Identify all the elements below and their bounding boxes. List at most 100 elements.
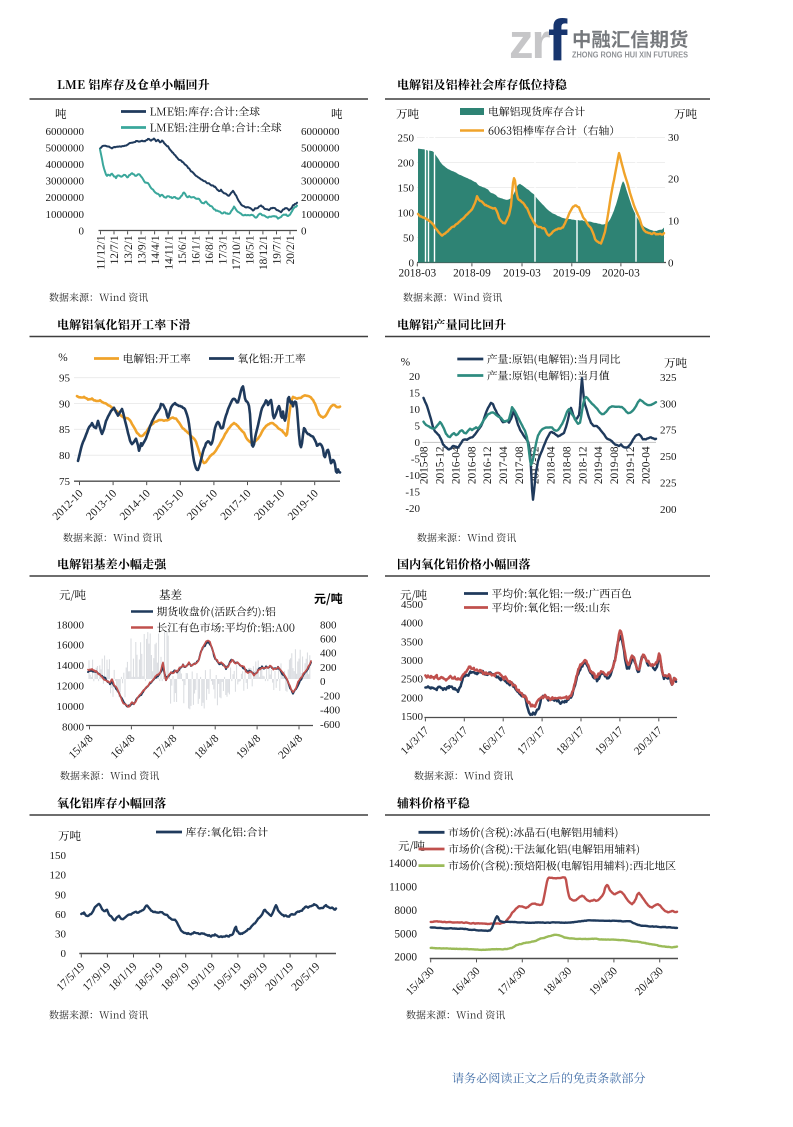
svg-text:17/3/1: 17/3/1 xyxy=(218,236,230,265)
svg-text:3000000: 3000000 xyxy=(301,176,340,188)
svg-text:15: 15 xyxy=(409,388,421,400)
svg-text:2016-08: 2016-08 xyxy=(466,446,478,484)
svg-text:5000: 5000 xyxy=(394,928,417,940)
svg-text:-600: -600 xyxy=(320,719,341,731)
svg-text:2000000: 2000000 xyxy=(46,192,85,204)
svg-text:1000000: 1000000 xyxy=(46,209,85,221)
svg-text:50: 50 xyxy=(403,232,415,244)
svg-text:1000000: 1000000 xyxy=(301,209,340,221)
svg-text:-10: -10 xyxy=(405,470,420,482)
svg-text:3000: 3000 xyxy=(401,655,424,667)
svg-text:4000000: 4000000 xyxy=(301,159,340,171)
svg-text:60: 60 xyxy=(55,909,67,921)
svg-text:30: 30 xyxy=(668,132,680,144)
svg-text:6000000: 6000000 xyxy=(46,126,85,138)
svg-text:2015-12: 2015-12 xyxy=(435,446,447,484)
svg-text:14000: 14000 xyxy=(389,858,418,870)
svg-text:%: % xyxy=(58,352,68,364)
svg-text:14/11/1: 14/11/1 xyxy=(163,236,175,270)
svg-text:13/2/1: 13/2/1 xyxy=(123,236,135,265)
svg-text:2018-04: 2018-04 xyxy=(546,446,558,484)
svg-text:18000: 18000 xyxy=(57,619,85,631)
svg-text:0: 0 xyxy=(409,257,415,269)
svg-text:2020-03: 2020-03 xyxy=(602,268,640,280)
svg-text:8000: 8000 xyxy=(62,721,85,733)
svg-text:3500: 3500 xyxy=(401,636,424,648)
svg-text:8000: 8000 xyxy=(394,905,417,917)
svg-text:100: 100 xyxy=(398,207,415,219)
svg-text:14/4/1: 14/4/1 xyxy=(150,236,162,265)
svg-text:0: 0 xyxy=(668,257,674,269)
svg-text:16/1/1: 16/1/1 xyxy=(190,236,202,265)
svg-text:400: 400 xyxy=(320,648,337,660)
svg-text:17/10/1: 17/10/1 xyxy=(231,236,243,271)
svg-text:2500: 2500 xyxy=(401,674,424,686)
svg-text:85: 85 xyxy=(59,424,71,436)
svg-text:225: 225 xyxy=(660,478,677,490)
svg-text:f: f xyxy=(548,9,568,74)
svg-text:11000: 11000 xyxy=(389,882,417,894)
svg-text:2018-03: 2018-03 xyxy=(398,268,436,280)
svg-text:2020-04: 2020-04 xyxy=(641,446,653,484)
svg-text:3000000: 3000000 xyxy=(46,176,85,188)
svg-text:90: 90 xyxy=(59,398,71,410)
svg-text:275: 275 xyxy=(660,425,677,437)
svg-text:16/8/1: 16/8/1 xyxy=(204,236,216,265)
svg-text:2019-04: 2019-04 xyxy=(593,446,605,484)
svg-text:-20: -20 xyxy=(405,503,420,515)
svg-text:%: % xyxy=(401,357,411,369)
svg-text:2015-08: 2015-08 xyxy=(419,446,431,484)
svg-text:2000: 2000 xyxy=(394,952,417,964)
svg-text:-200: -200 xyxy=(320,690,341,702)
svg-text:10: 10 xyxy=(668,216,680,228)
svg-text:95: 95 xyxy=(59,372,71,384)
svg-text:325: 325 xyxy=(660,372,677,384)
svg-text:1500: 1500 xyxy=(401,711,424,723)
svg-text:2019-09: 2019-09 xyxy=(553,268,591,280)
svg-text:20: 20 xyxy=(668,174,680,186)
svg-text:5000000: 5000000 xyxy=(46,143,85,155)
svg-text:2016-12: 2016-12 xyxy=(482,446,494,484)
svg-text:5000000: 5000000 xyxy=(301,143,340,155)
svg-text:0: 0 xyxy=(320,676,326,688)
svg-text:15/6/1: 15/6/1 xyxy=(177,236,189,265)
svg-text:10000: 10000 xyxy=(57,701,85,713)
svg-text:16000: 16000 xyxy=(57,640,85,652)
svg-text:18/5/1: 18/5/1 xyxy=(245,236,257,265)
svg-text:2019-03: 2019-03 xyxy=(503,268,541,280)
svg-text:14000: 14000 xyxy=(57,660,85,672)
svg-text:ZHONG RONG HUI XIN FUTURES: ZHONG RONG HUI XIN FUTURES xyxy=(572,50,688,60)
svg-text:200: 200 xyxy=(320,662,337,674)
svg-text:250: 250 xyxy=(398,132,415,144)
svg-text:2019-08: 2019-08 xyxy=(609,446,621,484)
svg-text:2016-04: 2016-04 xyxy=(450,446,462,484)
svg-text:150: 150 xyxy=(398,182,415,194)
svg-text:20/2/1: 20/2/1 xyxy=(285,236,297,265)
svg-text:200: 200 xyxy=(660,504,677,516)
svg-text:2018-08: 2018-08 xyxy=(561,446,573,484)
svg-text:11/12/1: 11/12/1 xyxy=(96,236,108,270)
svg-text:75: 75 xyxy=(59,476,71,488)
svg-text:120: 120 xyxy=(50,870,67,882)
svg-text:4500: 4500 xyxy=(401,599,424,611)
svg-text:0: 0 xyxy=(79,225,85,237)
svg-text:2000: 2000 xyxy=(401,692,424,704)
svg-text:2018-09: 2018-09 xyxy=(453,268,491,280)
svg-text:0: 0 xyxy=(415,437,421,449)
svg-text:0: 0 xyxy=(301,225,307,237)
svg-text:-5: -5 xyxy=(411,454,421,466)
svg-text:800: 800 xyxy=(320,619,337,631)
svg-text:13/9/1: 13/9/1 xyxy=(136,236,148,265)
svg-text:12000: 12000 xyxy=(57,681,85,693)
svg-text:2000000: 2000000 xyxy=(301,192,340,204)
svg-text:80: 80 xyxy=(59,450,71,462)
svg-text:4000: 4000 xyxy=(401,618,424,630)
svg-text:18/12/1: 18/12/1 xyxy=(258,236,270,271)
svg-text:10: 10 xyxy=(409,404,421,416)
svg-text:300: 300 xyxy=(660,398,677,410)
svg-text:19/7/1: 19/7/1 xyxy=(272,236,284,265)
svg-text:90: 90 xyxy=(55,889,67,901)
svg-text:-15: -15 xyxy=(405,487,420,499)
svg-text:zr: zr xyxy=(509,15,551,69)
svg-text:5: 5 xyxy=(415,421,421,433)
